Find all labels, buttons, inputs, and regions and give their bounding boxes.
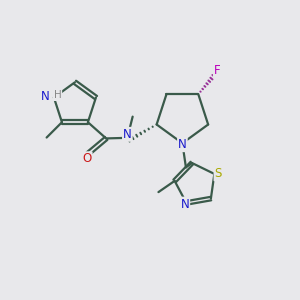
Text: N: N — [41, 90, 50, 103]
Text: F: F — [214, 64, 220, 77]
Text: N: N — [123, 128, 132, 141]
Text: N: N — [178, 138, 187, 151]
Text: O: O — [82, 152, 91, 165]
Text: S: S — [214, 167, 222, 180]
Text: N: N — [181, 198, 189, 211]
Text: H: H — [54, 90, 61, 100]
